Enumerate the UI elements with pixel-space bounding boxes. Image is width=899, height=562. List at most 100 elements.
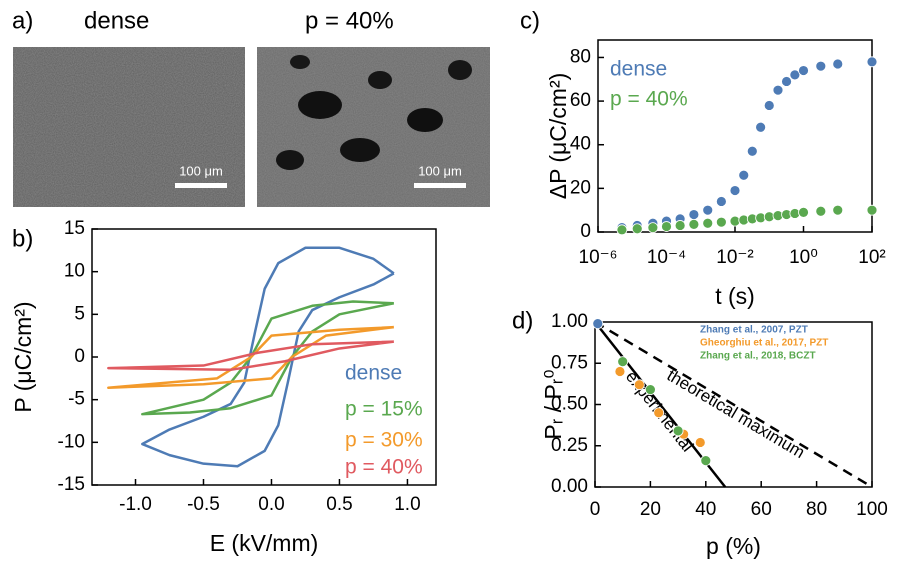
point (672, 425, 684, 437)
x-tick-label: -0.5 (187, 494, 220, 515)
legend-entry: Zhang et al., 2007, PZT (700, 325, 808, 336)
point (702, 204, 714, 216)
scale-bar-label: 100 μm (179, 163, 223, 178)
x-tick-label: 40 (695, 499, 716, 520)
x-tick-label: 100 (856, 499, 888, 520)
x-tick-label: -1.0 (119, 494, 152, 515)
y-tick-label: 15 (64, 218, 85, 239)
y-tick-label: 0 (74, 346, 85, 367)
y-tick-label: 0.25 (551, 435, 588, 456)
y-tick-label: 5 (74, 303, 85, 324)
point (702, 217, 714, 229)
x-tick-label: 0 (590, 499, 601, 520)
point (592, 318, 604, 330)
point (798, 206, 809, 218)
point (631, 223, 643, 235)
panel-label: a) (12, 7, 33, 34)
x-tick-label: 1.0 (394, 494, 420, 515)
y-tick-label: 60 (570, 90, 591, 111)
point (674, 220, 686, 231)
y-tick-label: -5 (68, 389, 85, 410)
x-axis-label: p (%) (706, 533, 761, 559)
point (653, 407, 665, 419)
y-axis-label: ΔP (μC/cm²) (545, 73, 571, 200)
x-tick-label: 10⁻² (716, 247, 754, 268)
point (647, 222, 659, 234)
loop-line (107, 340, 395, 372)
point (789, 69, 801, 81)
y-tick-label: 40 (570, 134, 591, 155)
y-tick-label: 1.00 (551, 311, 588, 332)
point (738, 169, 750, 181)
legend-entry: Gheorghiu et al., 2017, PZT (700, 338, 828, 349)
panel-label: b) (12, 225, 33, 252)
point (633, 379, 645, 391)
loop-line (141, 246, 395, 468)
image-label: dense (84, 7, 149, 34)
sem-image: 100 μm (257, 47, 490, 207)
legend-entry: dense (610, 58, 667, 81)
image-label: p = 40% (305, 7, 394, 34)
legend-entry: p = 40% (345, 456, 423, 479)
point (755, 121, 767, 133)
y-tick-label: -10 (58, 431, 85, 452)
fit-line (594, 320, 873, 489)
panel-label: d) (512, 307, 533, 334)
x-tick-label: 20 (640, 499, 661, 520)
point (832, 58, 844, 70)
x-tick-label: 80 (806, 499, 827, 520)
x-tick-label: 10⁻⁶ (579, 247, 618, 268)
y-tick-label: 0.00 (551, 476, 588, 497)
y-tick-label: 20 (570, 177, 591, 198)
sem-image: 100 μm (13, 47, 245, 207)
point (772, 84, 784, 96)
point (694, 437, 706, 448)
point (688, 218, 700, 230)
panel-label: c) (520, 7, 540, 34)
y-tick-label: 0.75 (551, 352, 588, 373)
legend-entry: Zhang et al., 2018, BCZT (700, 351, 816, 362)
y-tick-label: -15 (58, 474, 85, 495)
point (763, 100, 775, 111)
point (781, 76, 792, 87)
point (832, 204, 844, 216)
x-tick-label: 10⁻⁴ (647, 247, 686, 268)
legend-entry: dense (345, 362, 402, 385)
point (616, 224, 628, 236)
legend-entry: p = 30% (345, 429, 423, 452)
y-axis-label: P (μC/cm²) (10, 301, 36, 412)
x-axis-label: t (s) (715, 283, 755, 309)
point (746, 145, 758, 157)
point (661, 221, 672, 232)
legend-entry: p = 15% (345, 398, 423, 421)
y-tick-label: 10 (64, 261, 85, 282)
point (645, 384, 656, 396)
point (815, 60, 827, 72)
x-tick-label: 0.5 (326, 494, 352, 515)
point (729, 185, 741, 196)
y-axis-label: Pᵣ / Pᵣ⁰ (540, 369, 566, 439)
point (866, 204, 878, 216)
legend-entry: p = 40% (610, 88, 688, 111)
x-tick-label: 10⁰ (789, 247, 818, 268)
loop-line (141, 300, 395, 416)
y-tick-label: 80 (570, 46, 591, 67)
point (688, 209, 700, 220)
point (715, 196, 727, 207)
loop-line (107, 325, 395, 389)
x-axis-label: E (kV/mm) (210, 530, 319, 556)
point (815, 205, 827, 217)
x-tick-label: 0.0 (258, 494, 284, 515)
point (798, 65, 809, 76)
x-tick-label: 10² (858, 247, 885, 268)
point (614, 366, 626, 377)
y-tick-label: 0 (580, 221, 591, 242)
point (700, 455, 712, 467)
point (715, 216, 727, 228)
x-tick-label: 60 (751, 499, 772, 520)
y-tick-label: 0.50 (551, 394, 588, 415)
point (866, 56, 878, 68)
point (617, 356, 629, 368)
scale-bar-label: 100 μm (418, 163, 462, 178)
